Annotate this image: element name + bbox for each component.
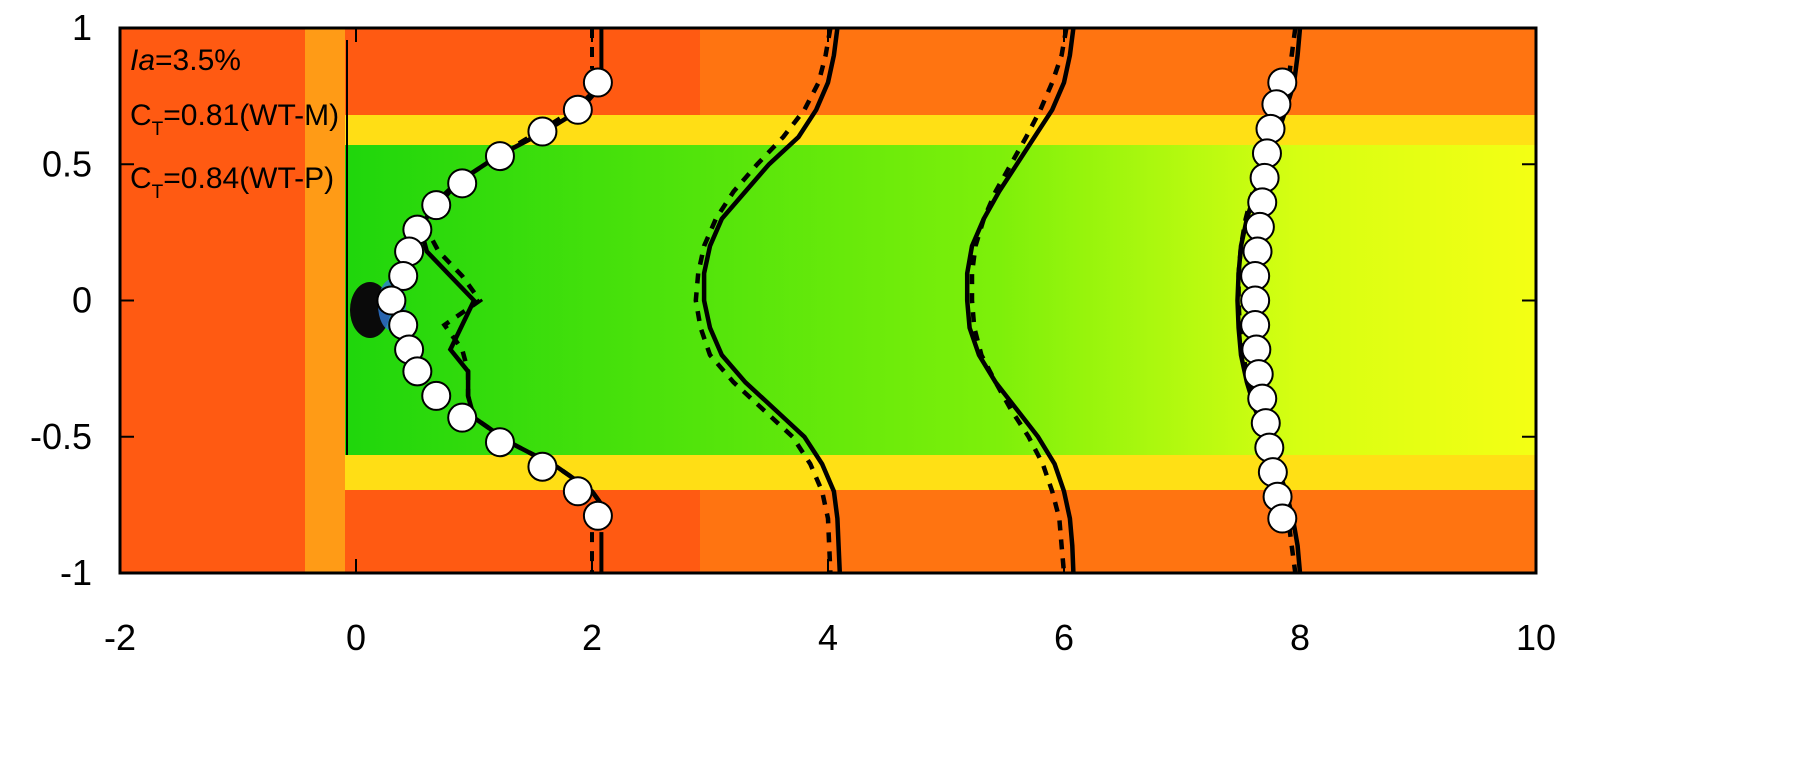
experiment-marker: [484, 141, 515, 172]
experiment-marker: [1261, 89, 1292, 120]
x-tick-label: 6: [1054, 617, 1074, 658]
experiment-marker: [421, 380, 452, 411]
x-tick-label: 8: [1290, 617, 1310, 658]
annotation-ia: Ia=3.5%: [130, 44, 241, 77]
x-tick-label: 0: [346, 617, 366, 658]
experiment-marker: [484, 427, 515, 458]
experiment-marker: [388, 260, 419, 291]
experiment-marker: [388, 310, 419, 341]
experiment-marker: [376, 285, 407, 316]
y-tick-label: -0.5: [30, 416, 92, 457]
experiment-marker: [582, 67, 613, 98]
y-tick-label: 0.5: [42, 143, 92, 184]
upstream-yellow-band: [305, 28, 345, 573]
x-tick-label: 4: [818, 617, 838, 658]
annotation-ct-wtp: CT=0.84(WT-P): [130, 162, 334, 203]
annotation-ia-value: =3.5%: [155, 44, 241, 77]
annotation-ct-wtp-value: =0.84(WT-P): [163, 162, 334, 195]
experiment-marker: [1267, 503, 1298, 534]
y-tick-label: -1: [60, 552, 92, 593]
annotation-ct-wtp-sub: T: [152, 182, 164, 203]
profile-dashed-line: [424, 80, 612, 518]
experiment-marker: [562, 94, 593, 125]
annotation-ct-wtm-sub: T: [152, 119, 164, 140]
experiment-marker: [1255, 113, 1286, 144]
profile-dashed-line: [969, 28, 1069, 573]
annotation-block: Ia=3.5% CT=0.81(WT-M) CT=0.84(WT-P): [130, 44, 339, 203]
axes-layer: -2 0 2 4 6 8 10 -1 -0.5 0 0.5 1: [30, 7, 1556, 658]
annotation-ct-wtm-c: C: [130, 99, 152, 132]
profile-solid-line: [964, 28, 1076, 573]
experiment-marker: [394, 236, 425, 267]
experiment-marker: [447, 402, 478, 433]
profile-solid-line: [701, 28, 843, 573]
experiment-marker: [1250, 408, 1281, 439]
y-tick-label: 1: [72, 7, 92, 48]
experiment-marker: [527, 451, 558, 482]
experiment-marker: [421, 190, 452, 221]
experiment-marker: [1247, 383, 1278, 414]
experiment-marker: [402, 356, 433, 387]
annotation-ct-wtm: CT=0.81(WT-M): [130, 99, 339, 140]
annotation-ct-wtp-c: C: [130, 162, 152, 195]
annotation-ia-symbol: Ia: [130, 44, 155, 77]
experiment-marker: [1257, 457, 1288, 488]
experiment-marker: [1243, 359, 1274, 390]
profiles-layer: [376, 28, 1303, 573]
experiment-marker: [447, 168, 478, 199]
experiment-marker: [582, 500, 613, 531]
y-tick-label: 0: [72, 280, 92, 321]
experiment-marker: [527, 116, 558, 147]
x-tick-label: 10: [1516, 617, 1556, 658]
experiment-marker: [1254, 432, 1285, 463]
wake-core: [345, 145, 1536, 455]
x-tick-label: -2: [104, 617, 136, 658]
x-tick-label: 2: [582, 617, 602, 658]
experiment-marker: [562, 476, 593, 507]
profile-dashed-line: [693, 28, 833, 573]
annotation-ct-wtm-value: =0.81(WT-M): [163, 99, 339, 132]
